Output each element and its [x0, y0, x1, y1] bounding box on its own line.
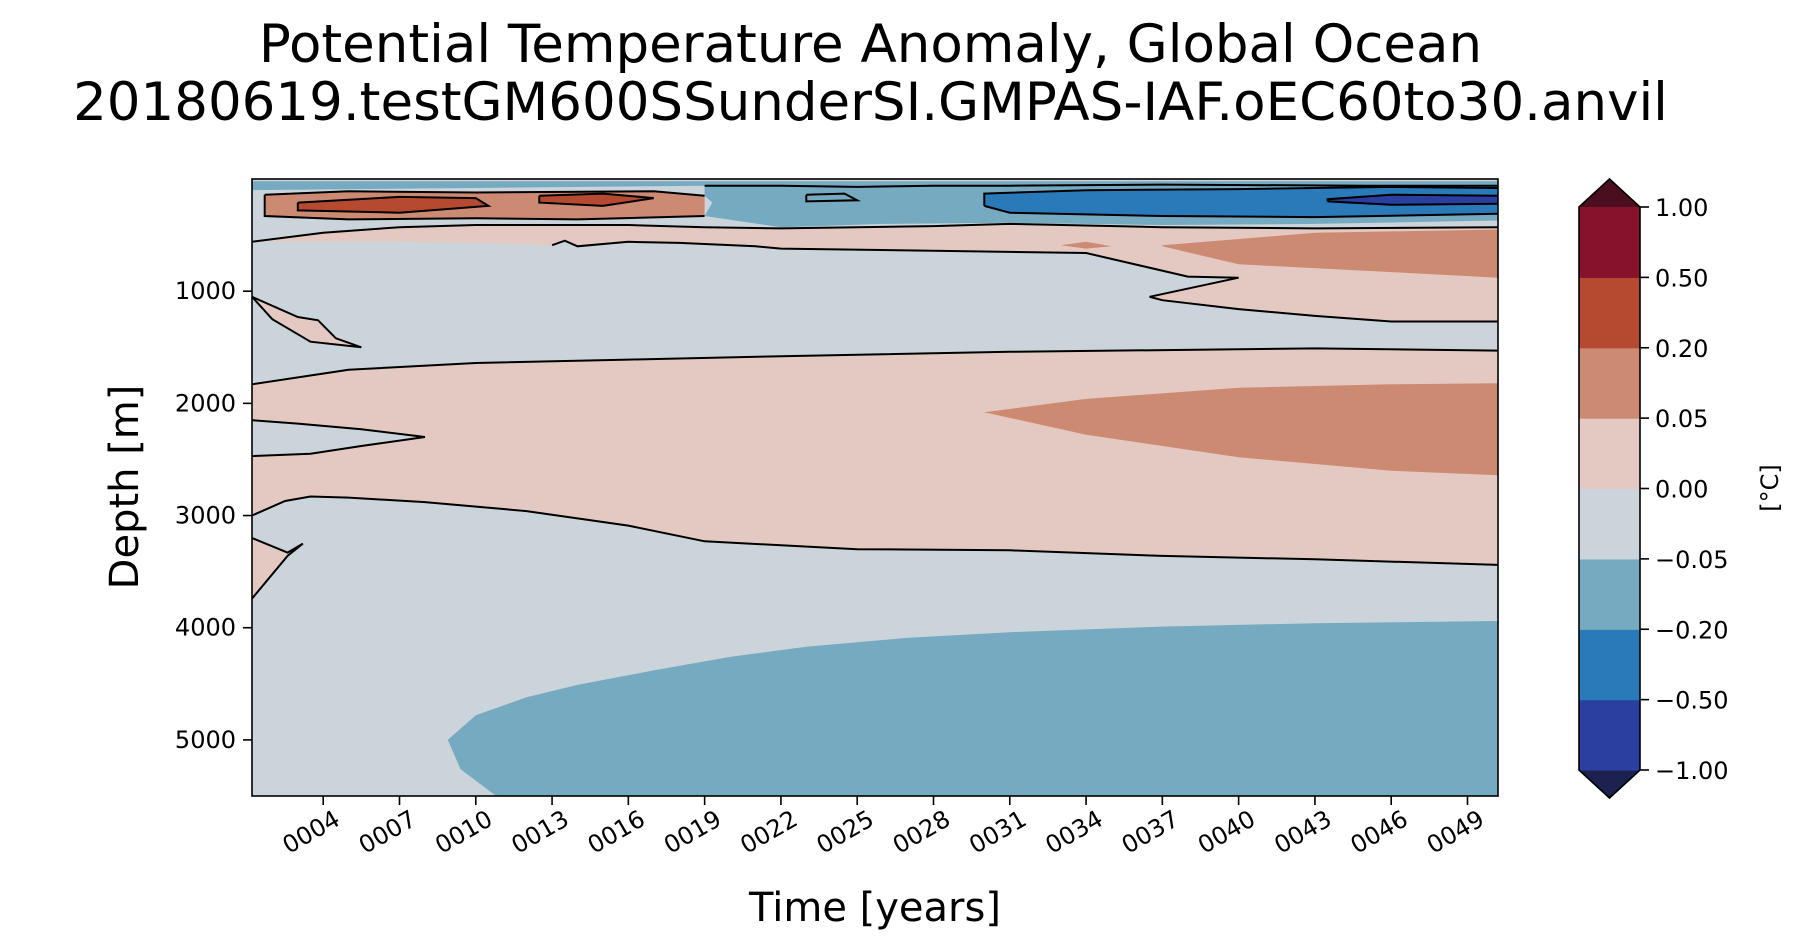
y-tick-label: 3000: [175, 502, 236, 530]
colorbar-tick-label: 0.50: [1655, 264, 1708, 292]
x-axis-label: Time [years]: [748, 885, 1001, 931]
x-tick-label: 0028: [888, 805, 955, 860]
x-tick-label: 0034: [1041, 805, 1108, 860]
colorbar-tick-label: −0.20: [1655, 616, 1729, 644]
contour-fill-15: [1327, 194, 1498, 205]
colorbar-segment: [1579, 347, 1640, 419]
colorbar-segment: [1579, 418, 1640, 490]
contour-fills: [252, 181, 1498, 796]
contour-line-6: [551, 239, 1498, 323]
colorbar-tick-label: 0.20: [1655, 335, 1708, 363]
y-tick-label: 4000: [175, 614, 236, 642]
plot-area: [251, 178, 1499, 797]
contour-line-2: [252, 495, 1498, 566]
contour-fill-13: [447, 621, 1498, 796]
chart-title: Potential Temperature Anomaly, Global Oc…: [258, 14, 1483, 75]
x-tick-label: 0019: [659, 805, 726, 860]
x-tick-label: 0007: [354, 805, 421, 860]
colorbar-segment: [1579, 488, 1640, 560]
x-tick-label: 0022: [735, 805, 802, 860]
contour-line-3: [252, 537, 304, 600]
x-tick-label: 0016: [583, 805, 650, 860]
contour-line-12: [983, 185, 1498, 206]
x-tick-label: 0037: [1117, 805, 1184, 860]
colorbar-segment: [1579, 558, 1640, 630]
y-axis: 1000 2000 3000 4000 5000: [175, 277, 252, 754]
contour-line-4: [252, 295, 362, 349]
x-tick-label: 0046: [1346, 805, 1413, 860]
contour-fill-14: [984, 186, 1498, 218]
x-tick-label: 0031: [964, 805, 1031, 860]
colorbar-under-extension: [1579, 770, 1640, 798]
contour-fill-5: [1162, 229, 1498, 278]
contour-line-9: [538, 192, 654, 207]
colorbar-segment: [1579, 277, 1640, 349]
colorbar-tick-label: −1.00: [1655, 757, 1729, 785]
colorbar-tick-label: −0.05: [1655, 546, 1729, 574]
contour-line-10: [805, 192, 862, 203]
x-tick-label: 0040: [1193, 805, 1260, 860]
y-tick-label: 2000: [175, 389, 236, 417]
contour-line-1: [252, 419, 426, 458]
contour-line-5: [252, 222, 1498, 243]
contour-fill-6: [1060, 241, 1112, 249]
colorbar-segment: [1579, 629, 1640, 701]
colorbar-label: [°C]: [1756, 464, 1784, 511]
contour-line-16: [263, 194, 705, 221]
colorbar-tick-label: 0.05: [1655, 405, 1708, 433]
contour-line-7: [264, 190, 705, 197]
colorbar-segment: [1579, 699, 1640, 771]
x-tick-label: 0010: [430, 805, 497, 860]
contour-line-0: [252, 347, 1498, 386]
colorbar-tick-label: −0.50: [1655, 687, 1729, 715]
contour-line-14: [1326, 193, 1498, 202]
colorbar-tick-label: 0.00: [1655, 476, 1708, 504]
contour-line-13: [984, 204, 1498, 219]
x-axis: 0004 0007 0010 0013 0016 0019 0022 0025 0028 0031…: [278, 796, 1489, 859]
colorbar-tick-label: 1.00: [1655, 194, 1708, 222]
contour-lines: [252, 183, 1498, 600]
contour-line-15: [1327, 200, 1498, 206]
contour-fill-9: [539, 193, 654, 206]
colorbar: −1.00 −0.50 −0.20 −0.05 0.00 0.05 0.20 0.50 1.00: [1578, 177, 1729, 800]
colorbar-segment: [1579, 207, 1640, 278]
y-axis-label: Depth [m]: [102, 385, 148, 590]
x-tick-label: 0049: [1422, 805, 1489, 860]
chart-subtitle: 20180619.testGM600SSunderSI.GMPAS-IAF.oE…: [73, 72, 1668, 133]
x-tick-label: 0025: [812, 805, 879, 860]
x-tick-label: 0004: [278, 805, 345, 860]
x-tick-label: 0043: [1269, 805, 1336, 860]
y-tick-label: 5000: [175, 726, 236, 754]
contour-fill-4: [984, 383, 1498, 476]
contour-line-11: [704, 183, 1498, 188]
y-tick-label: 1000: [175, 277, 236, 305]
x-tick-label: 0013: [507, 805, 574, 860]
plot-frame: [251, 178, 1499, 797]
colorbar-over-extension: [1579, 179, 1640, 207]
contour-line-8: [296, 195, 492, 214]
